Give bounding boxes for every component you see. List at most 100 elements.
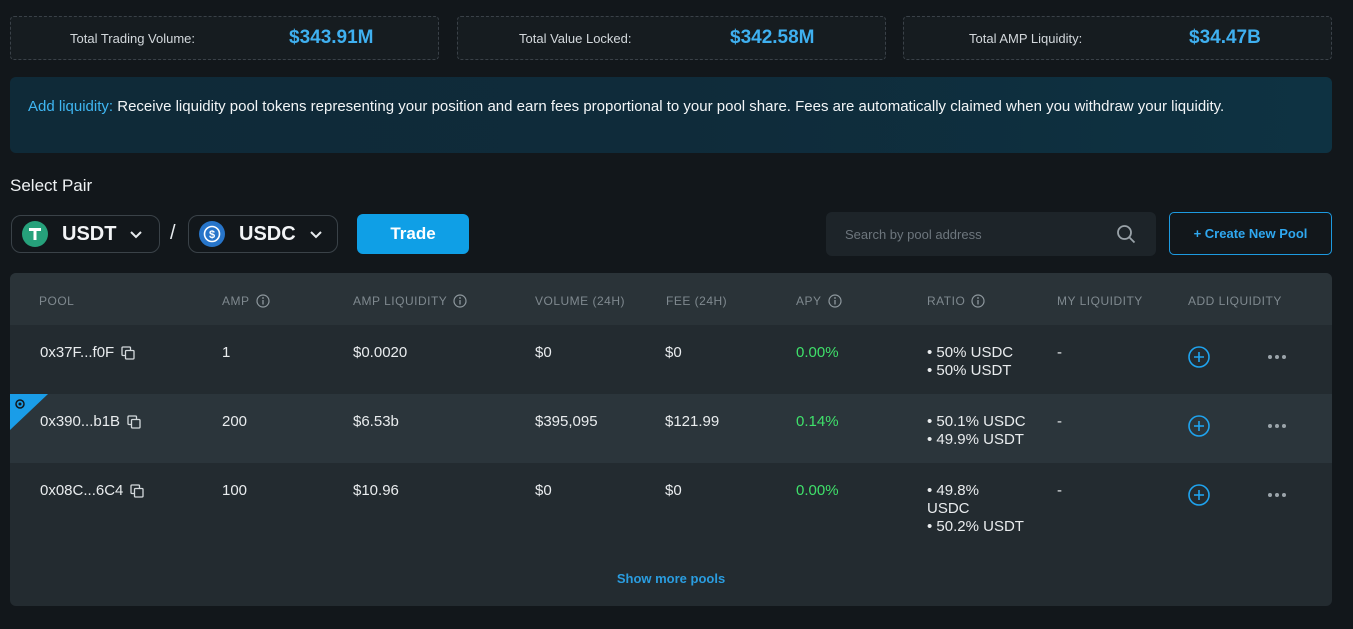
amp-value: 100 [222, 482, 248, 499]
pool-search [826, 212, 1156, 256]
ratio-line: USDC [927, 500, 970, 517]
table-row: 0x08C...6C4 100 $10.96 $0 $0 0.00% • 49.… [10, 463, 1332, 553]
apy-value: 0.14% [796, 413, 839, 430]
svg-text:$: $ [209, 229, 215, 241]
ratio-value: • 49.8% USDC • 50.2% USDT [927, 482, 1047, 536]
add-liquidity-icon[interactable] [1188, 415, 1210, 437]
more-options-icon[interactable] [1267, 423, 1287, 429]
stat-label: Total AMP Liquidity: [969, 30, 1083, 46]
add-liquidity-icon[interactable] [1188, 484, 1210, 506]
token-b-select[interactable]: $ USDC [188, 215, 338, 253]
table-header: POOL AMP AMP LIQUIDITY VOLUME (24H) FEE … [10, 273, 1332, 325]
table-row: 0x390...b1B 200 $6.53b $395,095 $121.99 … [10, 394, 1332, 463]
usdc-token-icon: $ [199, 221, 225, 247]
ratio-line: • 49.9% USDT [927, 431, 1024, 448]
amp-value: 1 [222, 344, 231, 361]
header-apy: APY [796, 294, 842, 308]
pair-separator: / [170, 222, 176, 244]
ratio-value: • 50.1% USDC • 49.9% USDT [927, 413, 1047, 449]
show-more-pools-link[interactable]: Show more pools [616, 571, 726, 586]
header-amp: AMP [222, 294, 270, 308]
fee-value: $121.99 [665, 413, 720, 430]
search-icon[interactable] [1116, 224, 1136, 244]
token-a-name: USDT [62, 222, 117, 245]
header-fee: FEE (24H) [666, 294, 727, 308]
ratio-value: • 50% USDC • 50% USDT [927, 344, 1047, 380]
stat-value: $34.47B [1189, 27, 1261, 48]
header-label: RATIO [927, 294, 966, 308]
my-liquidity-value: - [1057, 413, 1062, 430]
header-label: APY [796, 294, 822, 308]
volume-value: $395,095 [535, 413, 598, 430]
chevron-down-icon [130, 231, 143, 239]
header-volume: VOLUME (24H) [535, 294, 625, 308]
fee-value: $0 [665, 344, 682, 361]
ratio-line: • 50% USDC [927, 344, 1014, 361]
copy-icon[interactable] [130, 483, 145, 498]
info-icon[interactable] [971, 294, 985, 308]
info-icon[interactable] [255, 294, 270, 308]
create-new-pool-button[interactable]: + Create New Pool [1169, 212, 1332, 255]
volume-value: $0 [535, 344, 552, 361]
amp-liquidity-value: $0.0020 [353, 344, 408, 361]
pool-address-cell: 0x37F...f0F [40, 344, 135, 361]
amp-liquidity-value: $6.53b [353, 413, 399, 430]
header-label: AMP [222, 294, 250, 308]
header-label: AMP LIQUIDITY [353, 294, 448, 308]
amp-liquidity-value: $10.96 [353, 482, 399, 499]
search-input[interactable] [826, 226, 1096, 242]
select-pair-title: Select Pair [10, 176, 93, 195]
copy-icon[interactable] [127, 414, 141, 429]
ratio-line: • 50.1% USDC [927, 413, 1026, 430]
token-b-name: USDC [239, 222, 296, 245]
header-amp-liquidity: AMP LIQUIDITY [353, 294, 467, 308]
apy-value: 0.00% [796, 344, 839, 361]
header-ratio: RATIO [927, 294, 985, 308]
header-label: POOL [39, 294, 75, 308]
table-row: 0x37F...f0F 1 $0.0020 $0 $0 0.00% • 50% … [10, 325, 1332, 394]
header-label: ADD LIQUIDITY [1188, 294, 1282, 308]
stat-value: $342.58M [730, 27, 815, 48]
info-icon[interactable] [453, 294, 467, 308]
stat-total-amp-liquidity: Total AMP Liquidity: $34.47B [903, 16, 1332, 60]
header-add-liquidity: ADD LIQUIDITY [1188, 294, 1282, 308]
pools-table: POOL AMP AMP LIQUIDITY VOLUME (24H) FEE … [10, 273, 1332, 606]
ratio-line: • 50.2% USDT [927, 518, 1024, 535]
pool-address-cell: 0x390...b1B [40, 413, 141, 430]
pool-address: 0x390...b1B [40, 413, 121, 430]
add-liquidity-icon[interactable] [1188, 346, 1210, 368]
info-icon[interactable] [827, 294, 842, 308]
amp-value: 200 [222, 413, 248, 430]
info-text: Receive liquidity pool tokens representi… [113, 98, 1225, 115]
stat-value: $343.91M [289, 27, 374, 48]
apy-value: 0.00% [796, 482, 839, 499]
stat-label: Total Trading Volume: [70, 30, 196, 46]
fee-value: $0 [665, 482, 682, 499]
ratio-line: • 50% USDT [927, 362, 1012, 379]
farm-badge-icon [10, 394, 48, 430]
more-options-icon[interactable] [1267, 354, 1287, 360]
chevron-down-icon [309, 231, 322, 239]
stat-total-value-locked: Total Value Locked: $342.58M [457, 16, 886, 60]
stats-bar: Total Trading Volume: $343.91M Total Val… [10, 16, 1332, 60]
pool-address-cell: 0x08C...6C4 [40, 482, 145, 499]
stat-total-trading-volume: Total Trading Volume: $343.91M [10, 16, 439, 60]
header-my-liquidity: MY LIQUIDITY [1057, 294, 1143, 308]
pool-address: 0x37F...f0F [40, 344, 115, 361]
pool-address: 0x08C...6C4 [40, 482, 124, 499]
trade-button[interactable]: Trade [357, 214, 469, 254]
token-a-select[interactable]: USDT [11, 215, 160, 253]
my-liquidity-value: - [1057, 482, 1062, 499]
more-options-icon[interactable] [1267, 492, 1287, 498]
volume-value: $0 [535, 482, 552, 499]
usdt-token-icon [22, 221, 48, 247]
header-label: MY LIQUIDITY [1057, 294, 1143, 308]
ratio-line: • 49.8% [927, 482, 979, 499]
copy-icon[interactable] [121, 345, 135, 360]
stat-label: Total Value Locked: [519, 30, 632, 46]
info-highlight: Add liquidity: [28, 98, 114, 115]
header-pool: POOL [39, 294, 74, 308]
add-liquidity-info-banner: Add liquidity: Receive liquidity pool to… [10, 77, 1332, 153]
my-liquidity-value: - [1057, 344, 1062, 361]
header-label: VOLUME (24H) [535, 294, 626, 308]
